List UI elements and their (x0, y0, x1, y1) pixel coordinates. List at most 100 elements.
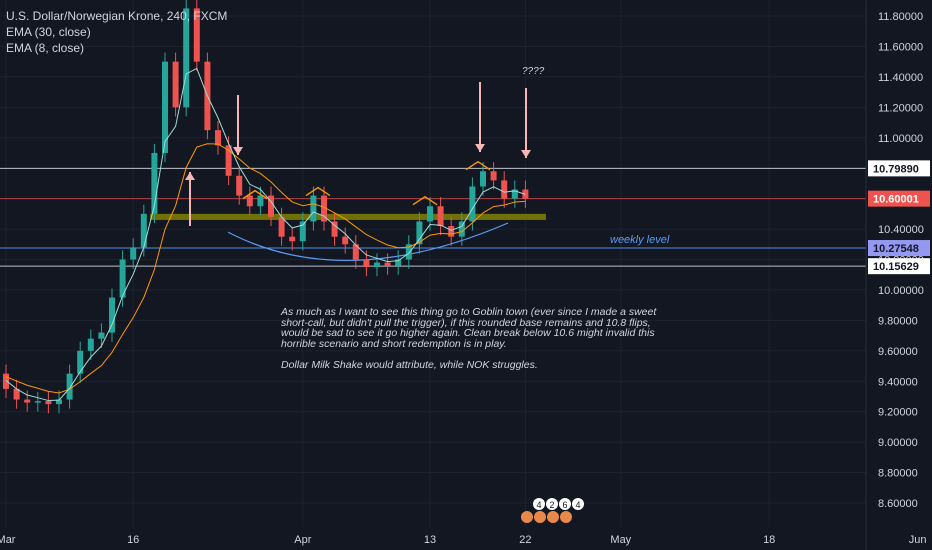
candle-body (193, 8, 200, 62)
ema30-legend[interactable]: EMA (30, close) (6, 25, 91, 39)
price-label: 10.79890 (873, 163, 919, 175)
candle-body (469, 186, 476, 222)
candle-body (405, 244, 412, 260)
candle-body (246, 195, 253, 207)
x-tick-label: May (610, 534, 631, 546)
candle-body (363, 259, 370, 268)
candle-body (427, 206, 433, 222)
y-tick-label: 10.00000 (878, 285, 924, 297)
candle-body (225, 145, 232, 176)
y-tick-label: 9.00000 (878, 437, 918, 449)
candle-body (77, 350, 84, 374)
event-badge-count: 6 (562, 500, 567, 510)
price-label: 10.27548 (873, 243, 919, 255)
y-tick-label: 9.60000 (878, 346, 918, 358)
peak-marker (412, 195, 438, 206)
candle-body (98, 332, 105, 339)
down-arrow-head (521, 150, 531, 158)
candle-body (45, 401, 52, 405)
candle-body (321, 195, 327, 222)
candle-body (140, 213, 147, 248)
candle-body (3, 373, 9, 389)
candle-body (87, 338, 94, 351)
y-tick-label: 10.40000 (878, 224, 924, 236)
y-tick-label: 9.80000 (878, 315, 918, 327)
y-tick-label: 9.20000 (878, 407, 918, 419)
weekly-level-label: weekly level (610, 234, 670, 246)
peak-marker (242, 189, 268, 200)
candle-body (151, 152, 158, 214)
y-tick-label: 8.60000 (878, 498, 918, 510)
y-tick-label: 11.00000 (878, 133, 923, 145)
price-label: 10.15629 (873, 261, 919, 273)
up-arrow-head (185, 172, 195, 180)
candle-body (278, 216, 285, 237)
candle-body (162, 61, 168, 153)
event-dot (547, 511, 559, 523)
note-paragraph-2: Dollar Milk Shake would attribute, while… (281, 359, 538, 371)
price-label-box (868, 258, 930, 275)
candle-body (480, 171, 486, 187)
candle-body (458, 221, 465, 237)
candle-body (257, 195, 264, 207)
x-tick-label: Mar (0, 534, 16, 546)
candle-body (109, 297, 115, 333)
candle-body (511, 189, 518, 199)
candle-body (352, 244, 359, 260)
event-badge (559, 498, 571, 510)
candle-body (56, 399, 62, 405)
chart-legend: U.S. Dollar/Norwegian Krone, 240, FXCM E… (6, 8, 227, 56)
x-tick-label: 22 (519, 534, 531, 546)
rounded-base-arc (227, 222, 509, 261)
symbol-title[interactable]: U.S. Dollar/Norwegian Krone, 240, FXCM (6, 9, 228, 23)
event-dot (521, 511, 533, 523)
candle-body (501, 180, 508, 199)
support-zone (150, 213, 546, 220)
event-badge (572, 498, 584, 510)
event-badge-count: 2 (549, 500, 554, 510)
price-label-box (868, 240, 930, 257)
candle-body (395, 259, 402, 266)
y-tick-label: 8.80000 (878, 468, 918, 480)
x-tick-label: Apr (294, 534, 311, 546)
candle-body (416, 221, 423, 245)
x-tick-label: Jun (909, 534, 927, 546)
price-label: 10.60001 (873, 194, 919, 206)
event-badge (546, 498, 558, 510)
question-marks: ???? (522, 66, 545, 77)
candle-body (342, 236, 349, 245)
y-tick-label: 11.80000 (878, 11, 923, 23)
ema8-legend[interactable]: EMA (8, close) (6, 41, 85, 55)
candle-body (172, 61, 179, 108)
candle-body (236, 175, 243, 196)
ema30-line (5, 143, 526, 394)
candle-body (448, 226, 455, 237)
candle-body (183, 8, 190, 108)
candle-body (66, 373, 73, 400)
event-dot (534, 511, 546, 523)
x-tick-label: 13 (424, 534, 436, 546)
event-badge-count: 4 (575, 500, 580, 510)
candle-body (13, 388, 20, 400)
note-paragraph-1: As much as I want to see this thing go t… (281, 306, 657, 350)
candle-body (119, 259, 126, 298)
candle-body (215, 130, 221, 146)
down-arrow-head (233, 147, 243, 155)
price-axis (866, 0, 932, 550)
event-badge-count: 4 (536, 500, 541, 510)
y-tick-label: 11.40000 (878, 72, 923, 84)
price-label-box (868, 190, 930, 207)
event-badge (533, 498, 545, 510)
time-axis (0, 527, 932, 550)
candle-body (310, 195, 317, 222)
x-tick-label: 16 (127, 534, 139, 546)
y-tick-label: 11.60000 (878, 41, 923, 53)
event-dot (560, 511, 572, 523)
candle-body (437, 206, 444, 227)
y-tick-label: 11.20000 (878, 102, 923, 114)
peak-marker (305, 186, 331, 197)
candle-body (24, 399, 31, 403)
candle-body (130, 247, 137, 260)
candle-body (289, 236, 296, 242)
